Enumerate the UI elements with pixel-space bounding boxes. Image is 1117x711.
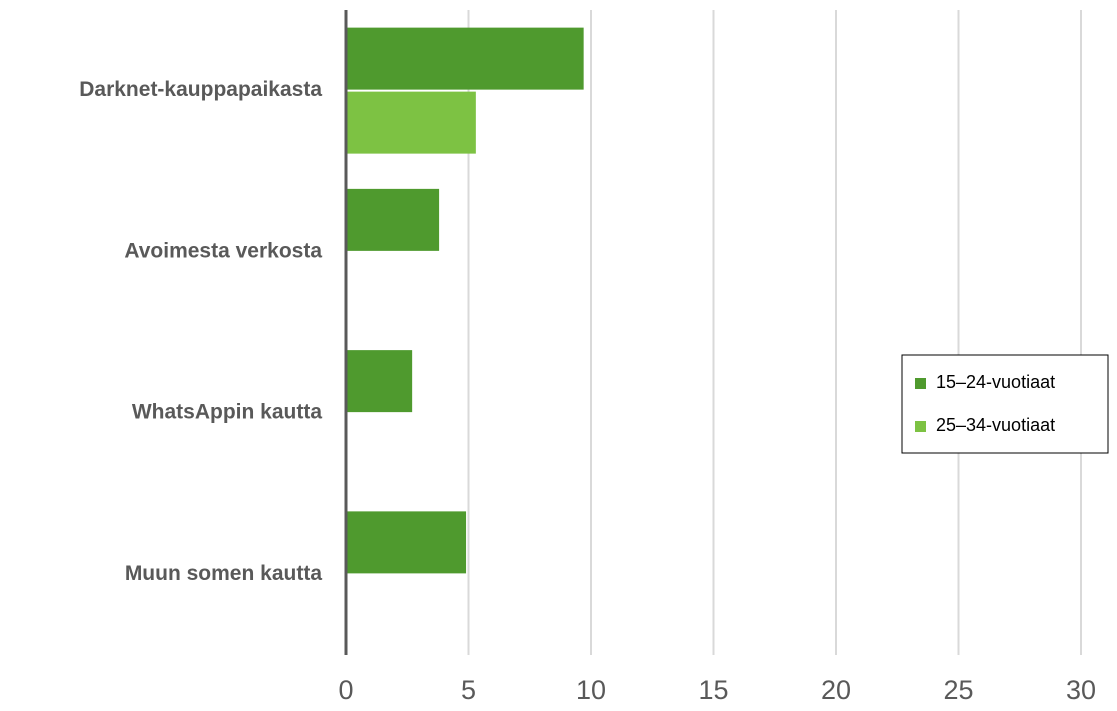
bar bbox=[346, 27, 584, 90]
bar bbox=[346, 188, 440, 251]
legend-swatch bbox=[915, 378, 926, 389]
bar bbox=[346, 350, 413, 413]
bar bbox=[346, 511, 467, 574]
x-tick-label: 30 bbox=[1066, 675, 1096, 705]
category-label: Avoimesta verkosta bbox=[124, 239, 322, 262]
x-tick-label: 20 bbox=[821, 675, 851, 705]
x-tick-label: 25 bbox=[943, 675, 973, 705]
legend-box bbox=[901, 354, 1109, 454]
bar bbox=[346, 91, 476, 154]
x-tick-label: 5 bbox=[461, 675, 476, 705]
x-tick-label: 15 bbox=[698, 675, 728, 705]
legend-label: 25–34-vuotiaat bbox=[936, 415, 1055, 435]
legend-swatch bbox=[915, 421, 926, 432]
category-label: Muun somen kautta bbox=[125, 562, 323, 585]
legend-label: 15–24-vuotiaat bbox=[936, 372, 1055, 392]
category-label: WhatsAppin kautta bbox=[132, 401, 322, 424]
x-tick-label: 0 bbox=[338, 675, 353, 705]
category-label: Darknet-kauppapaikasta bbox=[79, 78, 322, 101]
x-tick-label: 10 bbox=[576, 675, 606, 705]
